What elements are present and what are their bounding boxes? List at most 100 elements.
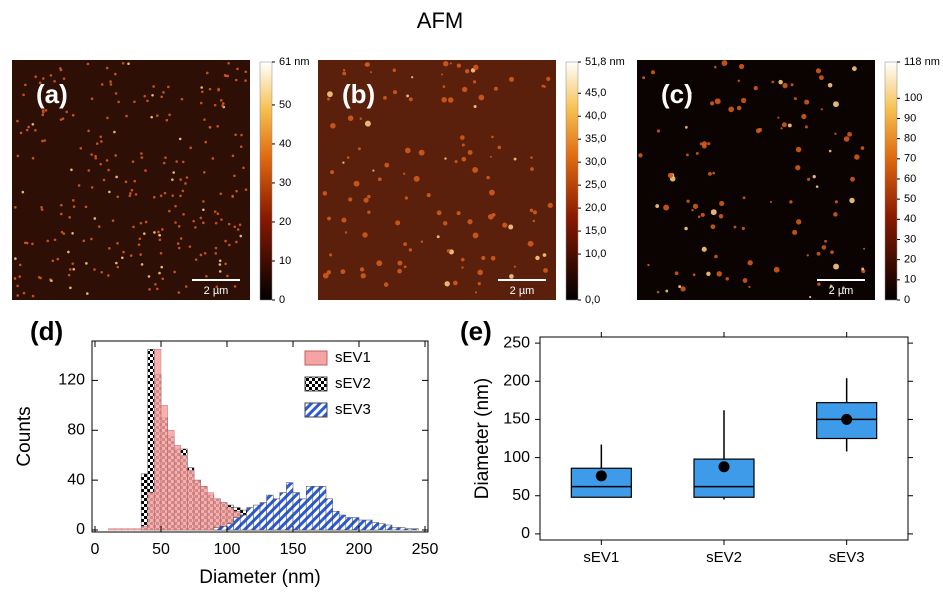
afm-particle <box>223 74 227 77</box>
afm-particle <box>807 177 811 181</box>
afm-particle <box>244 188 248 191</box>
afm-particle <box>242 166 245 170</box>
afm-particle <box>863 247 866 250</box>
afm-particle <box>77 184 81 187</box>
afm-particle <box>171 178 174 181</box>
afm-particle <box>133 179 137 183</box>
afm-particle <box>742 278 748 283</box>
afm-particle <box>849 197 855 204</box>
afm-particle <box>725 277 729 281</box>
afm-particle <box>71 113 75 117</box>
afm-particle <box>665 289 669 293</box>
afm-particle <box>372 169 375 172</box>
afm-particle <box>769 200 772 204</box>
afm-particle <box>158 271 161 275</box>
afm-particle <box>72 205 76 208</box>
afm-particle <box>53 79 56 83</box>
histogram-bar <box>140 526 149 531</box>
legend-label: sEV3 <box>335 401 371 418</box>
afm-particle <box>446 249 451 253</box>
colorbar-tick-label: 25,0 <box>585 179 606 191</box>
afm-particle <box>99 162 103 166</box>
afm-particle <box>706 271 711 277</box>
afm-particle <box>18 275 22 278</box>
afm-particle <box>543 268 548 273</box>
y-tick-label: 100 <box>503 449 530 466</box>
afm-particle <box>801 113 807 120</box>
afm-particle <box>365 62 370 67</box>
afm-particle <box>532 219 536 223</box>
afm-particle <box>833 263 840 270</box>
afm-particle <box>710 224 716 230</box>
afm-particle <box>227 62 230 65</box>
afm-particle <box>175 160 178 163</box>
afm-particle <box>663 204 670 211</box>
histogram-bar <box>154 348 162 531</box>
histogram-bar <box>332 511 340 531</box>
afm-particle <box>404 196 409 200</box>
afm-particle <box>383 95 387 100</box>
afm-particle <box>710 101 715 106</box>
afm-particle <box>40 208 44 211</box>
afm-particle <box>140 156 144 159</box>
afm-particle <box>109 83 113 86</box>
afm-particle <box>154 283 157 286</box>
afm-particle <box>692 203 699 209</box>
afm-particle <box>714 98 721 105</box>
afm-particle <box>24 241 27 245</box>
afm-particle <box>789 200 793 204</box>
afm-particle <box>239 145 243 149</box>
legend-swatch <box>304 402 328 418</box>
afm-particle <box>850 176 855 182</box>
afm-particle <box>168 209 171 213</box>
afm-particle <box>233 225 237 229</box>
afm-particle <box>824 239 827 243</box>
afm-particle <box>486 175 490 180</box>
afm-particle <box>174 204 177 208</box>
afm-particle <box>685 126 688 129</box>
afm-particle <box>173 270 176 274</box>
afm-particle <box>397 260 403 266</box>
afm-particle <box>71 199 75 202</box>
afm-particle <box>153 231 156 234</box>
afm-particle <box>155 114 159 117</box>
afm-particle <box>203 251 207 255</box>
afm-particle <box>59 67 62 70</box>
histogram-bar <box>134 528 142 531</box>
afm-particle <box>461 86 468 93</box>
afm-particle <box>160 265 164 269</box>
afm-particle <box>782 82 788 89</box>
histogram-bar <box>160 405 168 531</box>
afm-particle <box>464 69 470 74</box>
afm-particle <box>67 250 70 254</box>
afm-particle <box>61 117 65 121</box>
afm-particle <box>156 287 159 291</box>
afm-particle <box>684 226 688 231</box>
afm-particle <box>818 75 824 81</box>
afm-particle <box>716 271 722 277</box>
afm-particle <box>158 233 162 237</box>
afm-particle <box>443 61 449 67</box>
afm-particle <box>220 218 223 221</box>
afm-particle <box>16 284 19 288</box>
afm-particle <box>85 262 88 265</box>
afm-particle <box>114 154 117 157</box>
afm-particle <box>513 157 517 161</box>
afm-particle <box>403 242 408 247</box>
scale-bar-label: 2 µm <box>829 285 854 297</box>
afm-particle <box>240 133 243 137</box>
panel-label: (b) <box>342 79 375 109</box>
afm-particle <box>114 72 117 76</box>
afm-particle <box>127 62 130 65</box>
afm-particle <box>404 147 411 154</box>
afm-particle <box>133 100 136 104</box>
afm-particle <box>408 248 413 252</box>
afm-particle <box>72 267 76 271</box>
afm-particle <box>202 208 205 212</box>
afm-particle <box>179 237 183 240</box>
histogram-bar <box>121 528 129 531</box>
afm-particle <box>134 193 138 196</box>
afm-particle <box>117 100 120 104</box>
afm-particle <box>40 206 43 209</box>
afm-particle <box>202 221 205 225</box>
